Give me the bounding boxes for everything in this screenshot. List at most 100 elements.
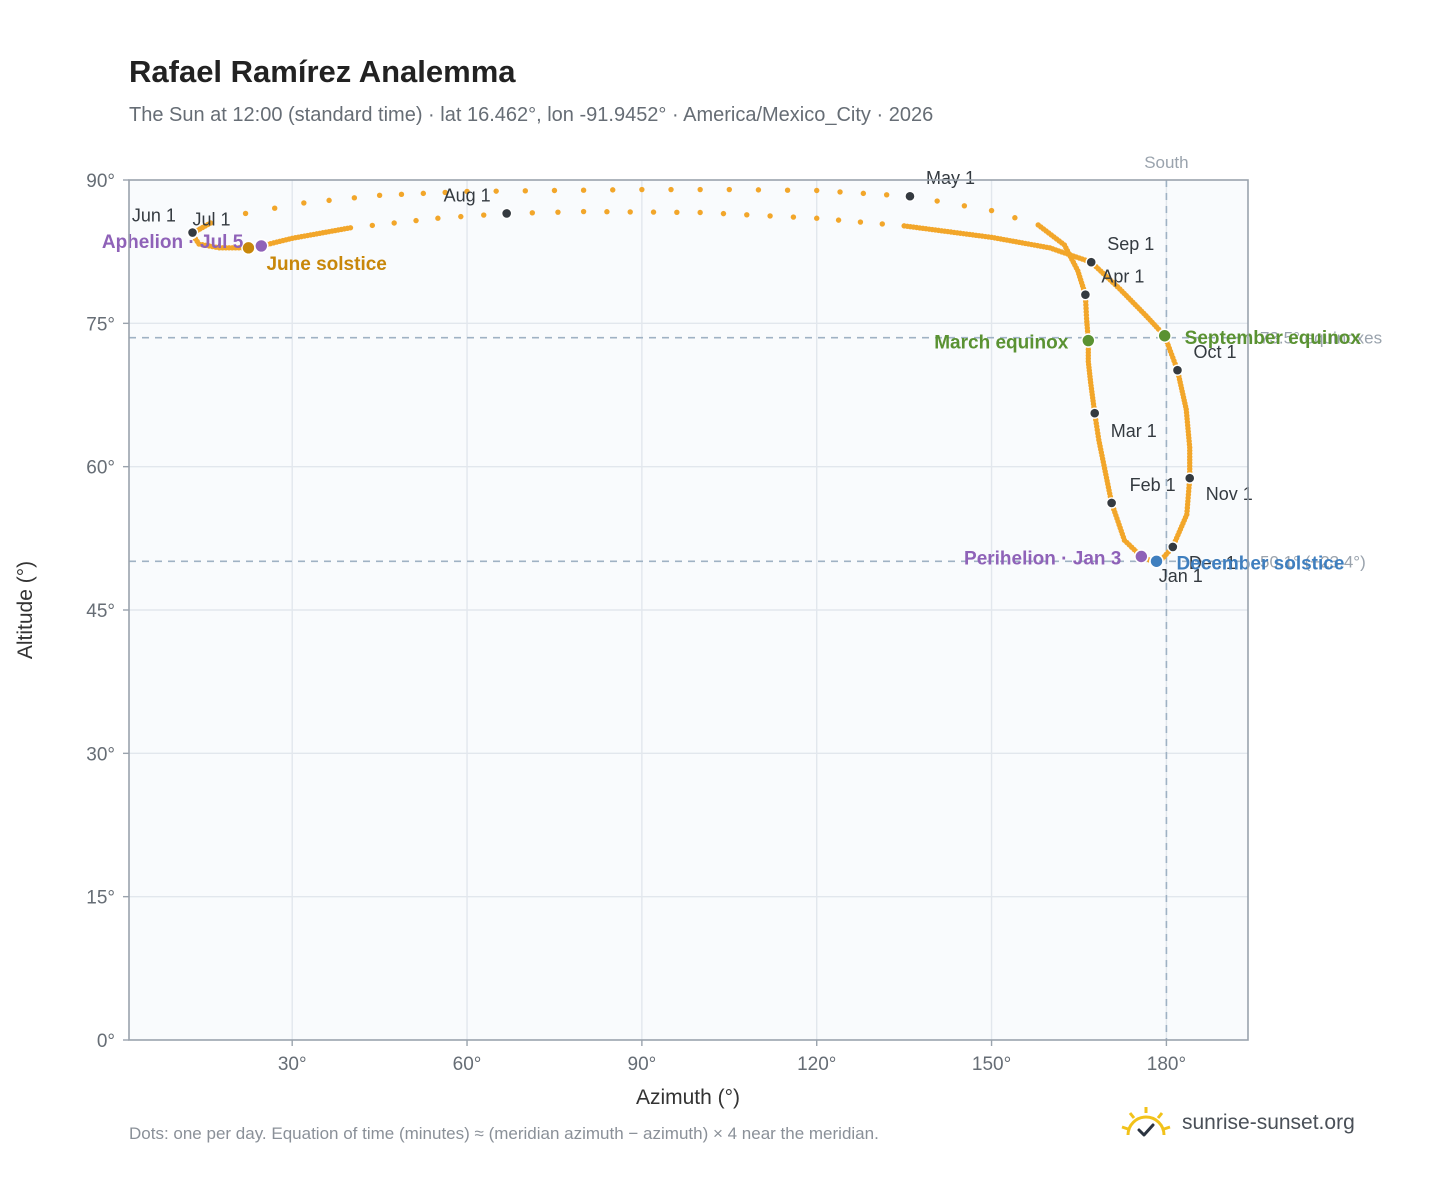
brand-name: sunrise-sunset.org <box>1182 1111 1355 1134</box>
path-dot <box>879 221 885 227</box>
path-dot <box>610 187 616 193</box>
month-label: May 1 <box>926 168 975 188</box>
month-label: Dec 1 <box>1189 553 1236 573</box>
path-dot <box>529 210 536 216</box>
path-dot <box>551 187 558 194</box>
month-label: Mar 1 <box>1111 421 1157 441</box>
brand: sunrise-sunset.org <box>1120 1103 1355 1143</box>
path-dot <box>814 187 820 194</box>
x-tick-label: 180° <box>1147 1054 1186 1075</box>
path-dot <box>435 215 441 221</box>
path-dot <box>347 225 354 231</box>
path-dot <box>493 188 499 194</box>
path-dot <box>1035 222 1041 228</box>
month-label: Jul 1 <box>193 210 231 230</box>
event-label: September equinox <box>1185 328 1362 349</box>
event-marker <box>1149 553 1164 569</box>
event-label: Aphelion · Jul 5 <box>102 232 244 253</box>
path-dot <box>272 205 278 211</box>
reference-lines: South 73.5° equinoxes 50.1° (−23.4°) <box>129 153 1382 1040</box>
month-marker <box>1167 541 1179 553</box>
path-dot <box>522 188 529 194</box>
month-label: Jun 1 <box>132 206 176 226</box>
path-dot <box>784 187 791 193</box>
y-tick-label: 45° <box>86 601 115 622</box>
path-dot <box>369 222 376 229</box>
event-label: March equinox <box>934 333 1069 354</box>
path-dot <box>814 215 820 221</box>
path-dot <box>580 187 587 193</box>
path-dot <box>627 209 633 215</box>
y-tick-label: 30° <box>86 744 115 765</box>
month-marker <box>1184 472 1196 484</box>
path-dot <box>481 212 487 218</box>
month-marker <box>186 226 199 239</box>
path-dot <box>934 198 940 204</box>
month-marker <box>500 207 513 220</box>
month-label: Sep 1 <box>1107 234 1154 254</box>
sun-check-icon <box>1121 1107 1171 1137</box>
path-dot <box>555 209 561 215</box>
path-dot <box>767 213 773 219</box>
chart-title: Rafael Ramírez Analemma <box>129 54 516 89</box>
path-dot <box>674 209 680 215</box>
event-marker <box>1157 328 1172 344</box>
path-dot <box>755 187 762 193</box>
path-dot <box>639 186 645 193</box>
path-dot <box>726 186 732 193</box>
path-dot <box>413 217 419 224</box>
path-dot <box>604 209 610 215</box>
path-dot <box>391 220 397 226</box>
path-dot <box>883 192 890 198</box>
month-marker <box>1171 364 1184 376</box>
month-label: Nov 1 <box>1206 484 1253 504</box>
month-label: Oct 1 <box>1193 342 1236 362</box>
x-axis-label: Azimuth (°) <box>636 1086 740 1109</box>
y-tick-label: 0° <box>97 1031 115 1052</box>
y-tick-label: 90° <box>86 171 115 192</box>
y-axis-label: Altitude (°) <box>14 561 37 659</box>
month-label: Jan 1 <box>1159 566 1203 586</box>
path-dot <box>326 197 332 204</box>
month-label: Apr 1 <box>1101 267 1144 287</box>
path-dot <box>301 200 307 206</box>
month-label: Aug 1 <box>444 185 491 205</box>
path-dot <box>420 190 427 197</box>
path-dot <box>442 189 448 196</box>
path-dot <box>835 217 842 223</box>
x-tick-label: 90° <box>628 1054 657 1075</box>
axis-ticks: 30° 60° 90° 120° 150° 180° 0° 15° 30° 45° 60° 75° 90… <box>86 171 1186 1075</box>
y-tick-label: 15° <box>86 888 115 909</box>
path-dot <box>1012 215 1018 221</box>
month-label: Feb 1 <box>1130 475 1176 495</box>
path-dot <box>857 219 864 225</box>
path-dot <box>668 186 674 193</box>
footnote: Dots: one per day. Equation of time (min… <box>129 1124 879 1143</box>
chart-subtitle: The Sun at 12:00 (standard time) · lat 1… <box>129 104 934 126</box>
path-dot <box>351 195 358 201</box>
path-dot <box>720 210 727 217</box>
x-tick-label: 120° <box>797 1054 836 1075</box>
path-dot <box>697 186 703 193</box>
path-dot <box>398 191 405 198</box>
path-dot <box>837 189 843 195</box>
path-dot <box>961 203 968 209</box>
month-marker <box>1085 256 1097 268</box>
event-marker <box>1134 549 1149 564</box>
reference-line-label: 73.5° equinoxes <box>1260 329 1382 348</box>
month-marker <box>904 190 916 202</box>
path-dot <box>988 207 995 214</box>
path-dot <box>697 209 703 216</box>
event-marker <box>253 238 269 254</box>
x-tick-label: 150° <box>972 1054 1011 1075</box>
event-markers: March equinox September equinox June solst… <box>102 232 1362 574</box>
month-marker <box>1089 407 1101 419</box>
path-dot <box>580 208 587 215</box>
event-label: June solstice <box>266 254 386 275</box>
x-tick-label: 60° <box>453 1054 482 1075</box>
path-dot <box>790 214 797 220</box>
path-dot <box>650 209 657 215</box>
reference-line-label: 50.1° (−23.4°) <box>1260 552 1366 571</box>
south-label: South <box>1144 153 1188 172</box>
